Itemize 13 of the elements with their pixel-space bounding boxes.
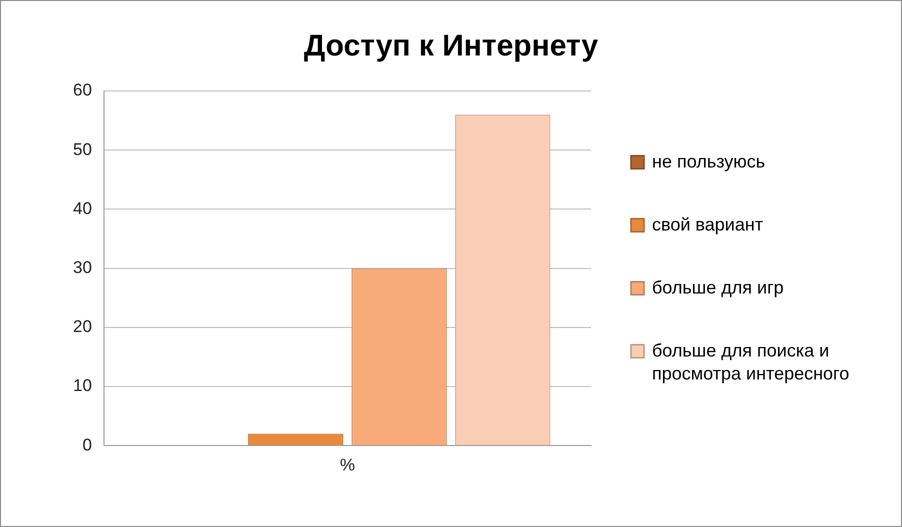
y-tick-label: 50 <box>72 140 92 159</box>
legend-label: больше для поиска и просмотра интересного <box>652 340 850 384</box>
y-tick-label: 0 <box>82 435 92 454</box>
legend-label: больше для игр <box>652 277 784 298</box>
x-tick-label: % <box>340 455 356 474</box>
legend-label: не пользуюсь <box>652 151 766 172</box>
y-tick-label: 20 <box>72 317 92 336</box>
y-tick-label: 60 <box>72 80 92 100</box>
legend-label: свой вариант <box>652 214 764 234</box>
y-tick-label: 10 <box>72 376 92 396</box>
chart-title: Доступ к Интернету <box>304 29 598 62</box>
y-tick-label: 30 <box>72 258 92 277</box>
y-tick-label: 40 <box>72 198 92 218</box>
